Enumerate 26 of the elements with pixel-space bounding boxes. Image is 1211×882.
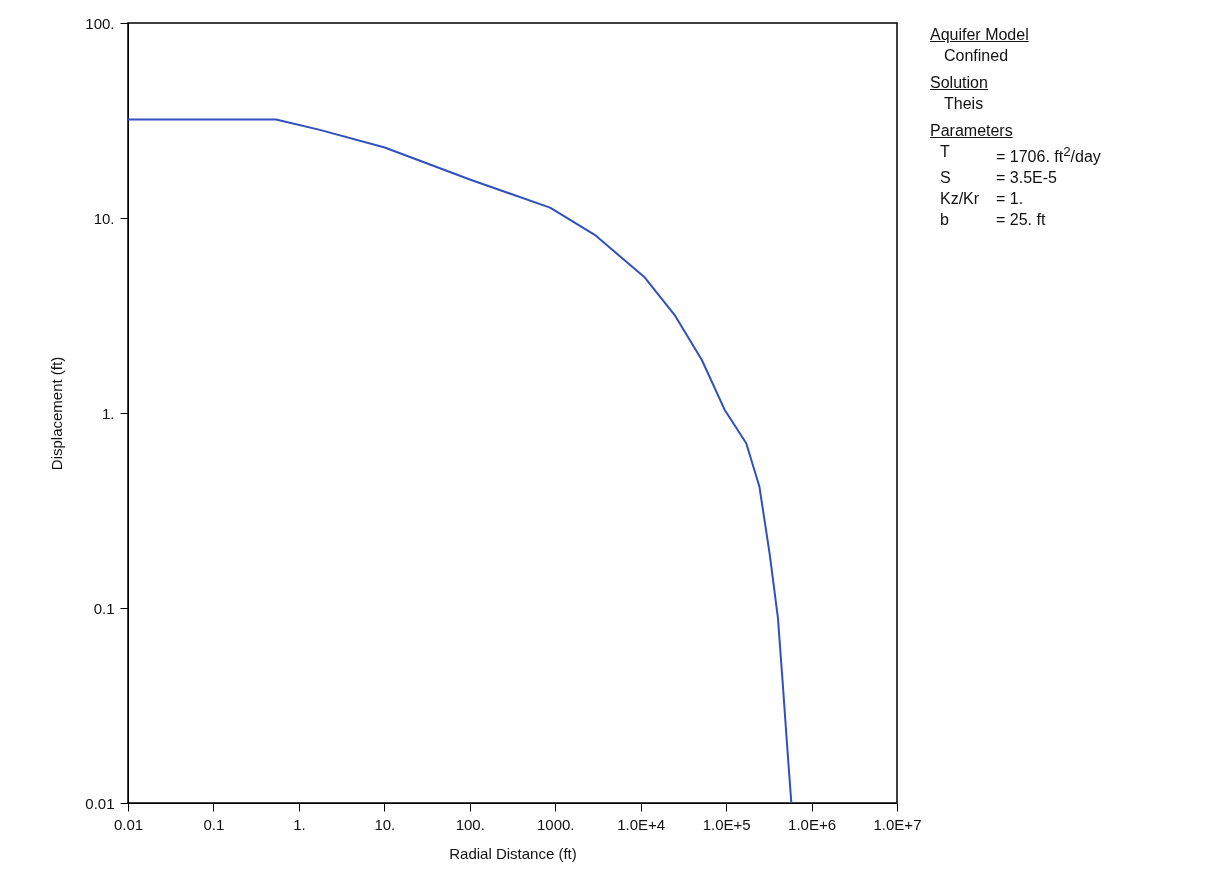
text: T = 1706. ft$^{2}$/day [940,143,1101,166]
text: S = 3.5E-5 [940,169,1057,187]
text: Confined [943,46,1010,66]
text: Parameters [930,121,1014,141]
x-tick-label: 1.0E+6 [788,815,837,833]
y-axis-title: Displacement (ft) [48,356,66,471]
text: Solution [930,73,989,93]
x-tick-label: 0.1 [203,815,225,833]
y-tick-label: 10. [93,209,115,227]
text: Kz/Kr = 1. [940,189,1024,210]
x-tick-label: 0.01 [113,815,144,833]
text: Theis [943,94,985,114]
x-tick-label: 1000. [536,815,575,833]
y-tick-label: 100. [85,14,115,32]
text: b = 25. ft [940,211,1046,229]
y-tick-label: 0.1 [93,599,115,617]
x-tick-label: 1.0E+5 [702,815,751,833]
x-tick-label: 10. [374,815,396,833]
x-tick-label: 100. [455,815,485,833]
x-axis-title: Radial Distance (ft) [449,844,577,862]
x-tick-label: 1. [293,815,306,833]
x-tick-label: 1.0E+7 [873,815,922,833]
text: Aquifer Model [930,25,1030,45]
y-tick-label: 1. [101,404,115,422]
x-tick-label: 1.0E+4 [617,815,666,833]
y-tick-label: 0.01 [85,794,115,812]
